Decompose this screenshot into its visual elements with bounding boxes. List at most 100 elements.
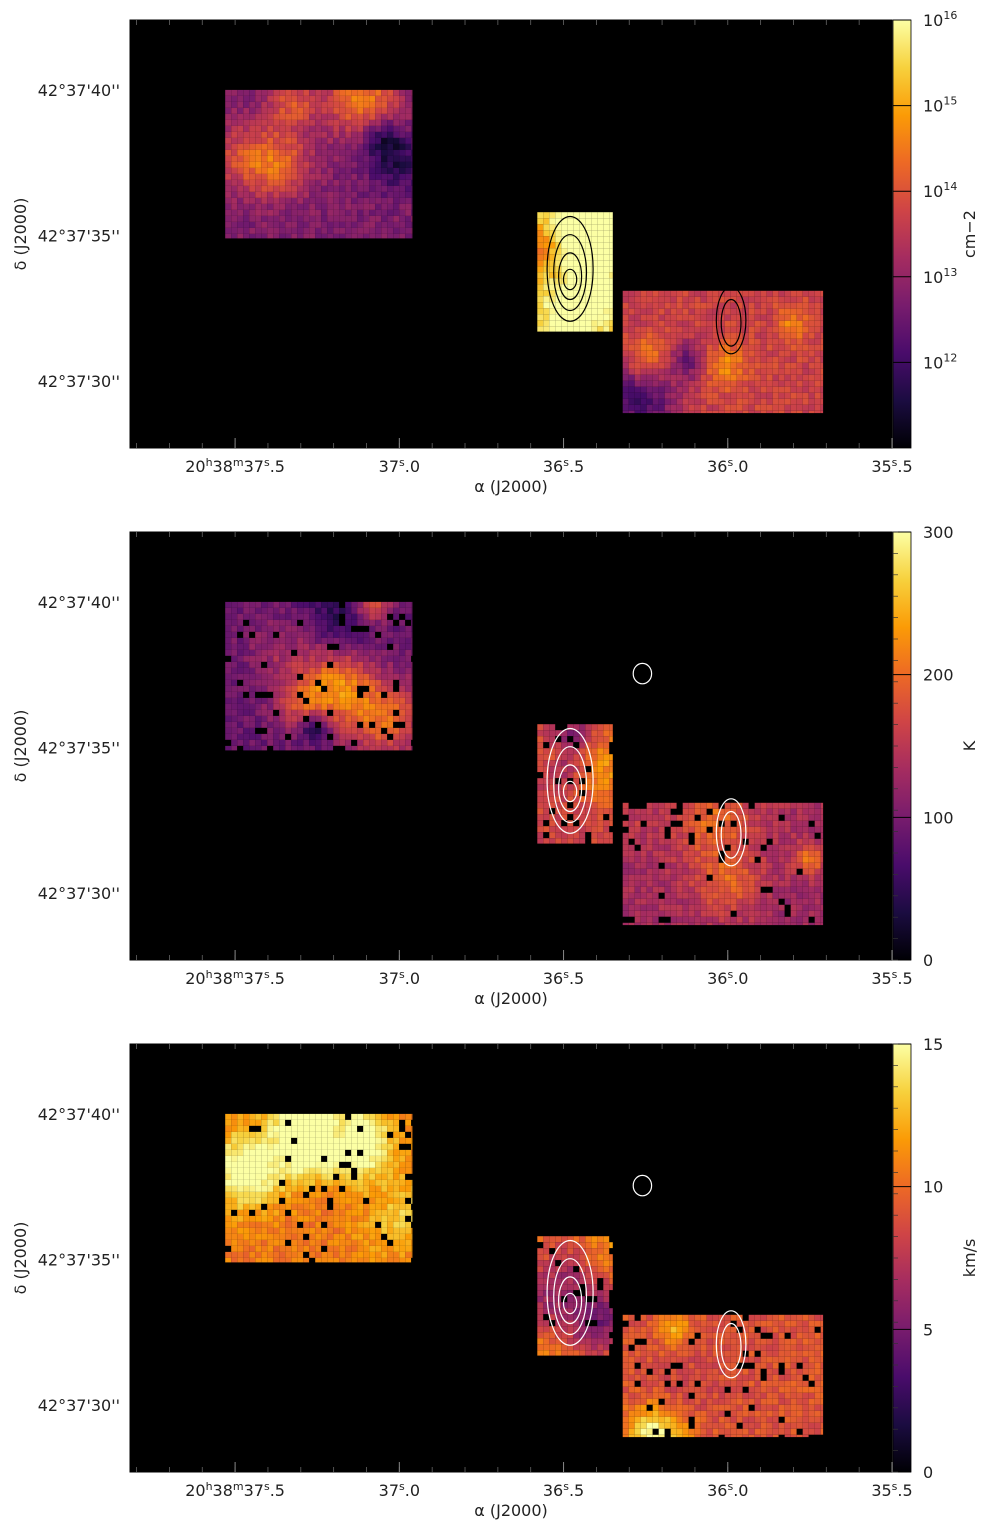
map-pixel bbox=[333, 1245, 340, 1252]
map-pixel bbox=[399, 107, 406, 114]
map-pixel bbox=[243, 1125, 250, 1132]
map-pixel bbox=[291, 739, 298, 746]
map-pixel bbox=[297, 1131, 304, 1138]
map-pixel bbox=[652, 296, 659, 303]
map-pixel bbox=[790, 868, 797, 875]
map-pixel bbox=[543, 302, 550, 309]
map-pixel bbox=[670, 1332, 677, 1339]
map-pixel bbox=[411, 1233, 413, 1240]
map-pixel bbox=[640, 892, 647, 899]
map-pixel bbox=[718, 356, 725, 363]
map-pixel bbox=[249, 679, 256, 686]
map-pixel bbox=[405, 119, 412, 126]
map-pixel bbox=[567, 1344, 574, 1351]
map-pixel bbox=[597, 1314, 604, 1321]
map-pixel bbox=[375, 739, 382, 746]
map-pixel bbox=[249, 101, 256, 108]
map-pixel bbox=[682, 892, 689, 899]
map-pixel bbox=[640, 844, 647, 851]
map-pixel bbox=[808, 862, 815, 869]
map-pixel bbox=[585, 308, 592, 315]
map-pixel bbox=[399, 1131, 406, 1138]
map-pixel bbox=[790, 332, 797, 339]
map-pixel bbox=[333, 119, 340, 126]
map-pixel bbox=[369, 667, 376, 674]
map-pixel bbox=[345, 1209, 352, 1216]
map-pixel bbox=[652, 832, 659, 839]
map-pixel bbox=[688, 1350, 695, 1357]
map-pixel bbox=[808, 916, 815, 923]
map-pixel bbox=[772, 326, 779, 333]
map-pixel bbox=[393, 1119, 400, 1126]
map-pixel bbox=[622, 350, 629, 357]
map-pixel bbox=[640, 850, 647, 857]
map-pixel bbox=[573, 248, 580, 255]
map-pixel bbox=[682, 338, 689, 345]
map-pixel bbox=[363, 1239, 370, 1246]
map-pixel bbox=[315, 1137, 322, 1144]
map-pixel bbox=[399, 1143, 406, 1150]
map-pixel bbox=[652, 856, 659, 863]
map-pixel bbox=[628, 320, 635, 327]
map-pixel bbox=[748, 856, 755, 863]
map-pixel bbox=[537, 1350, 544, 1356]
map-pixel bbox=[658, 314, 665, 321]
map-pixel bbox=[399, 1125, 406, 1132]
map-pixel bbox=[603, 1266, 610, 1273]
map-pixel bbox=[766, 392, 773, 399]
map-pixel bbox=[351, 89, 358, 96]
map-pixel bbox=[790, 368, 797, 375]
map-pixel bbox=[237, 1119, 244, 1126]
map-pixel bbox=[808, 874, 815, 881]
map-pixel bbox=[351, 745, 358, 751]
map-pixel bbox=[585, 1308, 592, 1315]
map-pixel bbox=[255, 709, 262, 716]
map-pixel bbox=[591, 1308, 598, 1315]
map-pixel bbox=[321, 1209, 328, 1216]
map-pixel bbox=[315, 1191, 322, 1198]
map-pixel bbox=[309, 1137, 316, 1144]
map-pixel bbox=[333, 1119, 340, 1126]
map-pixel bbox=[748, 314, 755, 321]
map-pixel bbox=[339, 1167, 346, 1174]
map-pixel bbox=[345, 607, 352, 614]
map-pixel bbox=[273, 643, 280, 650]
map-pixel bbox=[724, 814, 731, 821]
map-pixel bbox=[724, 904, 731, 911]
map-pixel bbox=[363, 607, 370, 614]
map-pixel bbox=[387, 113, 394, 120]
map-pixel bbox=[327, 733, 334, 740]
map-pixel bbox=[652, 404, 659, 411]
map-pixel bbox=[279, 107, 286, 114]
map-pixel bbox=[231, 1233, 238, 1240]
map-pixel bbox=[778, 850, 785, 857]
map-pixel bbox=[249, 1215, 256, 1222]
map-pixel bbox=[405, 125, 412, 132]
map-pixel bbox=[784, 820, 791, 827]
map-pixel bbox=[261, 161, 268, 168]
map-pixel bbox=[730, 338, 737, 345]
map-pixel bbox=[730, 820, 737, 827]
map-pixel bbox=[772, 856, 779, 863]
map-pixel bbox=[357, 215, 364, 222]
map-pixel bbox=[555, 742, 562, 749]
map-pixel bbox=[345, 697, 352, 704]
map-pixel bbox=[327, 607, 334, 614]
colorbar-tick-label: 1015 bbox=[923, 95, 957, 116]
map-pixel bbox=[327, 233, 334, 239]
map-pixel bbox=[303, 619, 310, 626]
map-pixel bbox=[261, 167, 268, 174]
map-pixel bbox=[255, 1239, 262, 1246]
map-pixel bbox=[399, 137, 406, 144]
map-pixel bbox=[652, 362, 659, 369]
map-pixel bbox=[405, 221, 412, 228]
map-pixel bbox=[640, 856, 647, 863]
map-pixel bbox=[267, 227, 274, 234]
map-pixel bbox=[573, 1260, 580, 1267]
map-pixel bbox=[387, 1203, 394, 1210]
map-pixel bbox=[279, 613, 286, 620]
map-pixel bbox=[405, 233, 412, 239]
map-pixel bbox=[357, 691, 364, 698]
map-pixel bbox=[357, 197, 364, 204]
map-pixel bbox=[267, 1167, 274, 1174]
